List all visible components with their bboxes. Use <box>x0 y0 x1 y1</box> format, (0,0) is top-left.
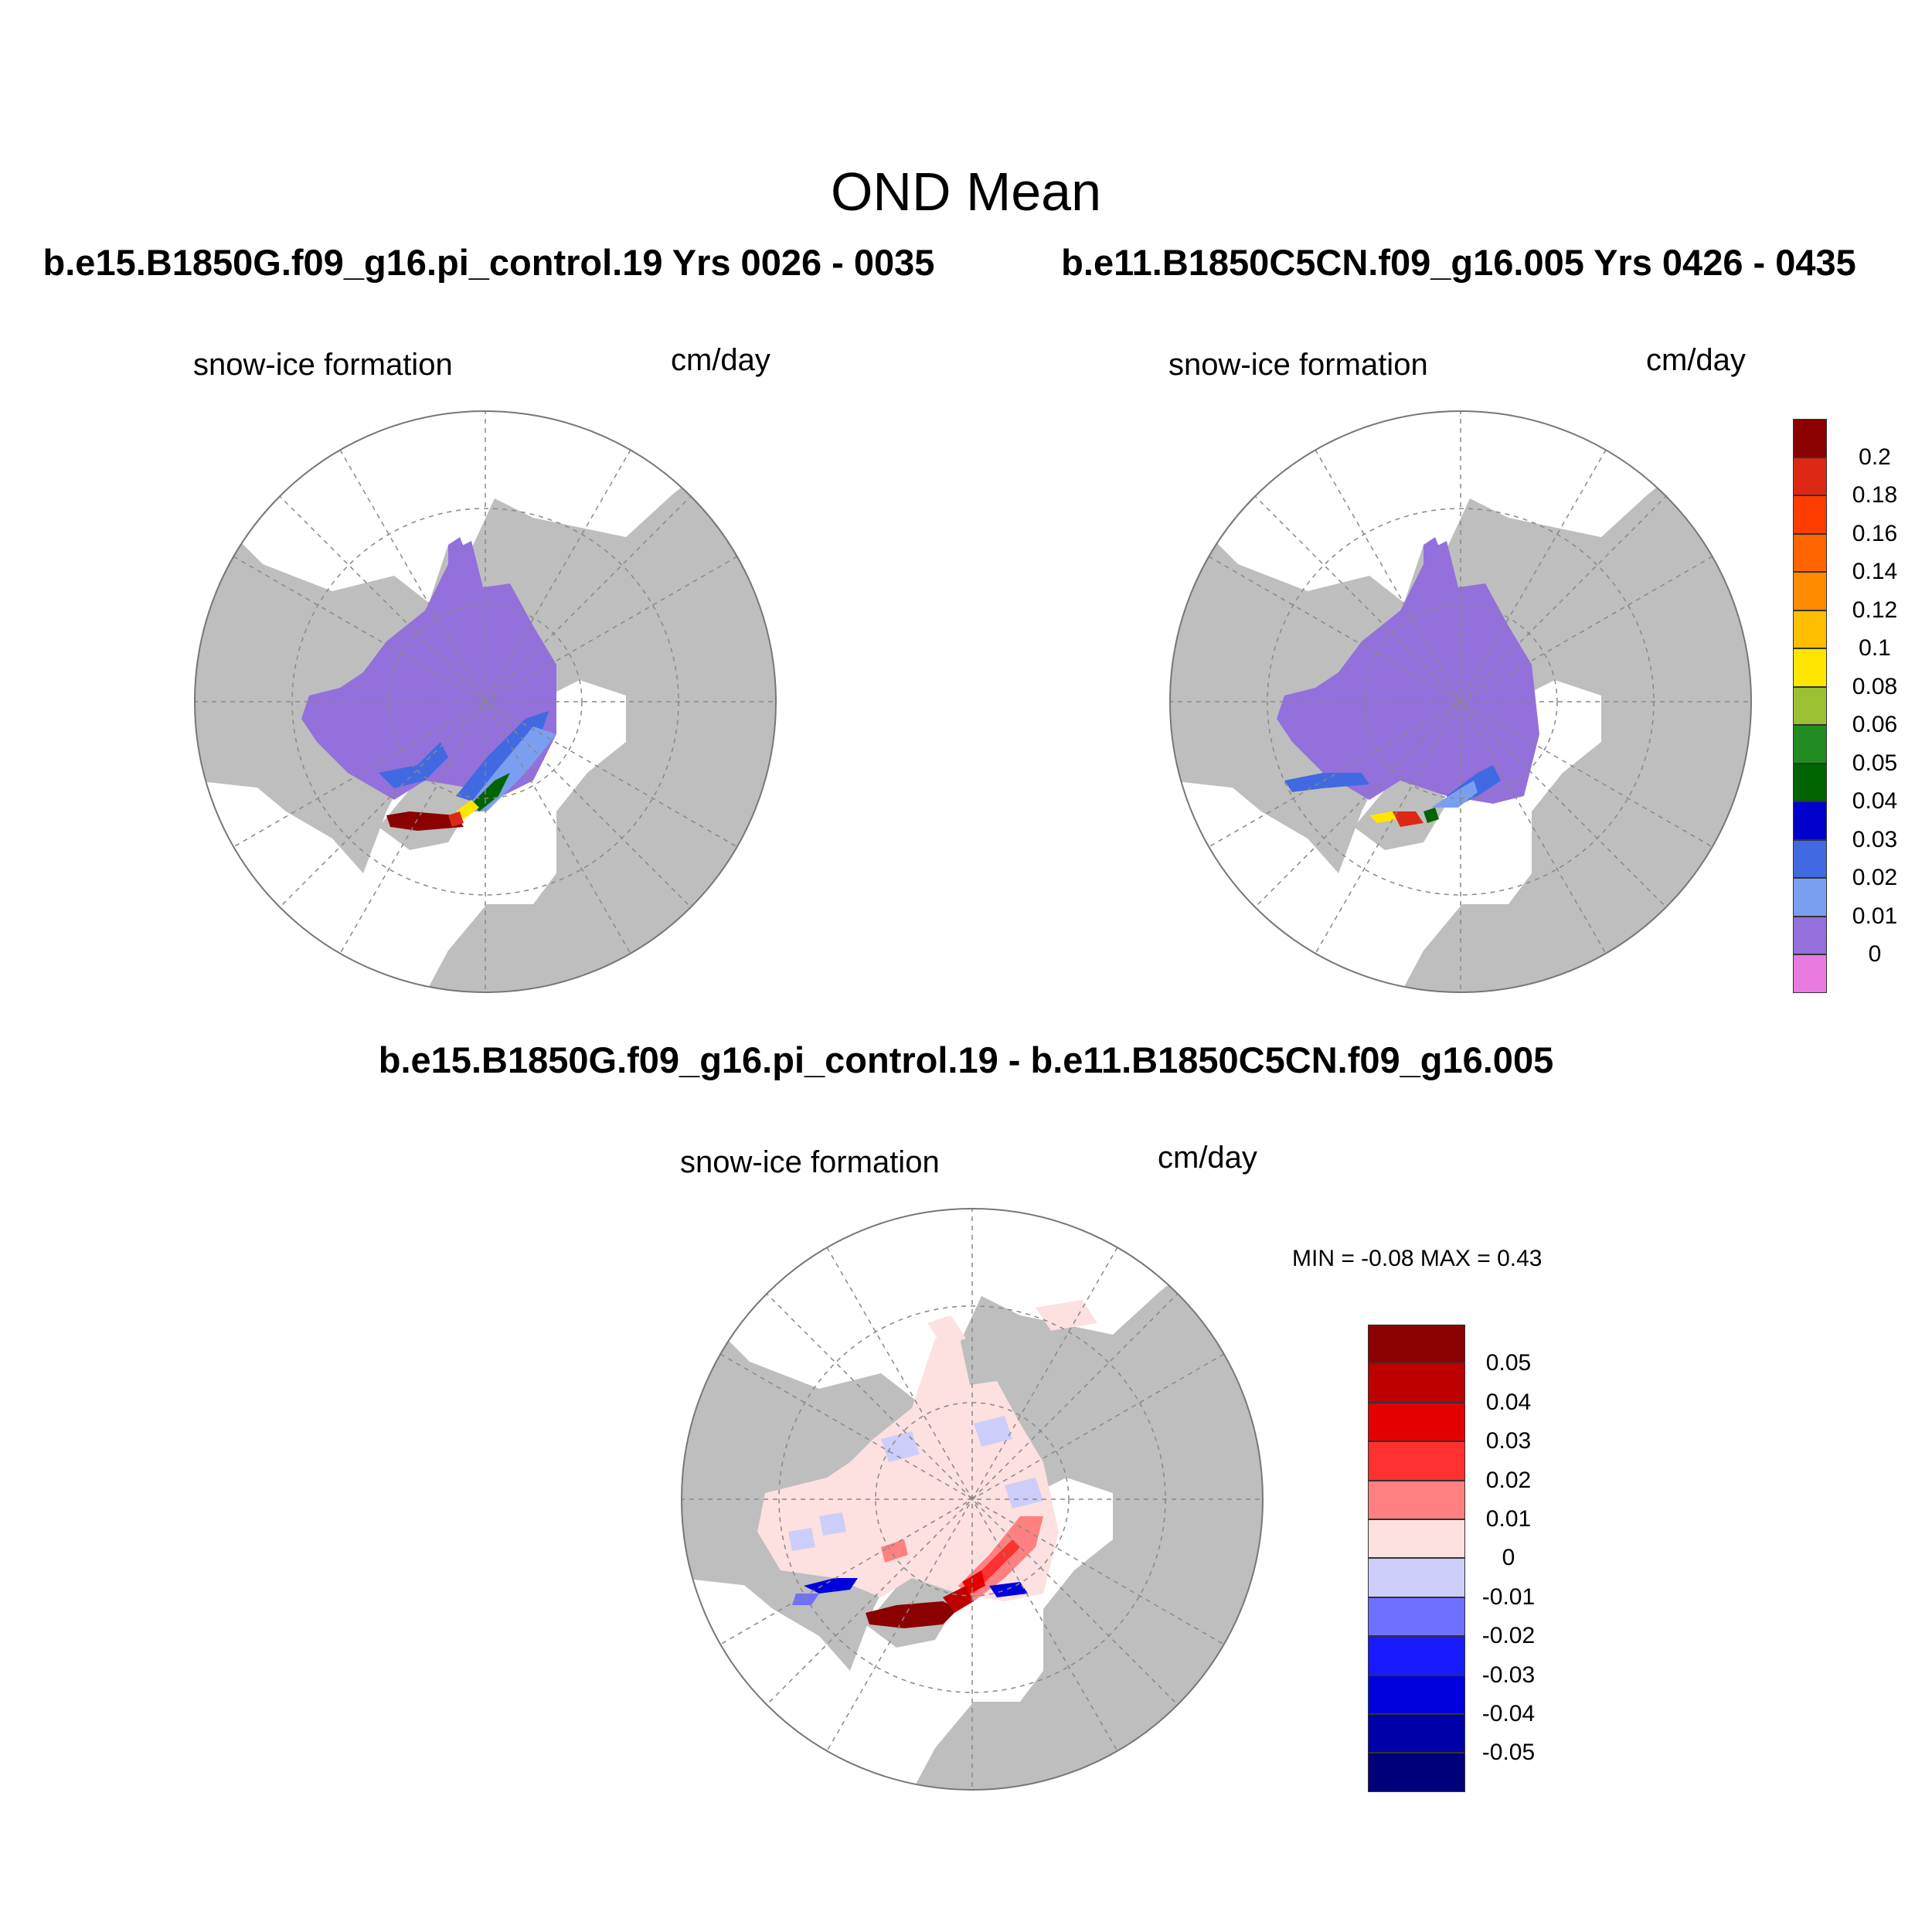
diff-colorbar-label: 0 <box>1502 1545 1515 1571</box>
abs-colorbar-label: 0.12 <box>1852 597 1898 623</box>
abs-colorbar-swatch <box>1793 954 1827 993</box>
diff-colorbar-label: -0.03 <box>1481 1662 1536 1688</box>
right-polar-map <box>1169 410 1752 993</box>
diff-colorbar-swatch <box>1368 1558 1465 1597</box>
abs-colorbar-label: 0.1 <box>1859 635 1891 661</box>
abs-colorbar-label: 0.2 <box>1859 444 1891 470</box>
diff-colorbar-swatch <box>1368 1519 1465 1559</box>
difference-panel-title: b.e15.B1850G.f09_g16.pi_control.19 - b.e… <box>378 1039 1554 1080</box>
abs-colorbar-swatch <box>1793 495 1827 534</box>
difference-polar-map <box>681 1208 1264 1791</box>
abs-colorbar-label: 0.06 <box>1852 712 1898 737</box>
abs-colorbar-label: 0.14 <box>1852 559 1898 584</box>
difference-colorbar: 0.05 0.04 0.03 0.02 0.01 0 -0.01 -0.02 -0.03 -0.0… <box>1368 1325 1553 1792</box>
diff-units-label: cm/day <box>1158 1141 1257 1175</box>
diff-variable-label: snow-ice formation <box>680 1145 940 1179</box>
diff-colorbar-swatch <box>1368 1325 1465 1364</box>
abs-colorbar-label: 0.18 <box>1852 482 1898 508</box>
right-variable-label: snow-ice formation <box>1168 348 1428 382</box>
diff-colorbar-label: -0.04 <box>1481 1701 1536 1726</box>
left-panel-title: b.e15.B1850G.f09_g16.pi_control.19 Yrs 0… <box>43 242 935 283</box>
right-panel-title: b.e11.B1850C5CN.f09_g16.005 Yrs 0426 - 0… <box>1061 242 1856 283</box>
diff-colorbar-swatch <box>1368 1597 1465 1637</box>
left-polar-map <box>194 410 777 993</box>
abs-colorbar-swatch <box>1793 419 1827 457</box>
diff-colorbar-label: 0.05 <box>1485 1350 1532 1376</box>
abs-colorbar-swatch <box>1793 457 1827 495</box>
diff-colorbar-swatch <box>1368 1480 1465 1519</box>
abs-colorbar-swatch <box>1793 763 1827 801</box>
abs-colorbar-swatch <box>1793 572 1827 611</box>
abs-colorbar-swatch <box>1793 878 1827 917</box>
diff-colorbar-label: -0.02 <box>1481 1623 1536 1649</box>
abs-colorbar-label: 0.04 <box>1852 788 1898 814</box>
main-title: OND Mean <box>830 162 1102 222</box>
abs-colorbar-label: 0.05 <box>1852 750 1898 776</box>
diff-colorbar-label: 0.03 <box>1485 1428 1532 1454</box>
diff-colorbar-swatch <box>1368 1441 1465 1481</box>
abs-colorbar-swatch <box>1793 725 1827 764</box>
abs-colorbar-label: 0.01 <box>1852 903 1898 929</box>
diff-colorbar-label: 0.04 <box>1485 1389 1532 1415</box>
absolute-colorbar: 0.2 0.18 0.16 0.14 0.12 0.1 0.08 0.06 0.05 0.04 0.… <box>1793 419 1917 995</box>
abs-colorbar-swatch <box>1793 801 1827 840</box>
abs-colorbar-label: 0.16 <box>1852 520 1898 546</box>
abs-colorbar-swatch <box>1793 648 1827 687</box>
left-variable-label: snow-ice formation <box>193 348 453 382</box>
abs-colorbar-swatch <box>1793 686 1827 725</box>
abs-colorbar-label: 0.08 <box>1852 673 1898 699</box>
abs-colorbar-swatch <box>1793 916 1827 954</box>
diff-colorbar-label: -0.01 <box>1481 1583 1536 1610</box>
abs-colorbar-swatch <box>1793 610 1827 648</box>
left-units-label: cm/day <box>671 343 770 377</box>
diff-colorbar-swatch <box>1368 1363 1465 1403</box>
diff-colorbar-label: 0.01 <box>1485 1506 1532 1532</box>
abs-colorbar-swatch <box>1793 533 1827 572</box>
diff-colorbar-label: 0.02 <box>1485 1467 1532 1493</box>
diff-colorbar-swatch <box>1368 1675 1465 1714</box>
diff-colorbar-swatch <box>1368 1402 1465 1442</box>
diff-colorbar-swatch <box>1368 1714 1465 1753</box>
right-units-label: cm/day <box>1646 343 1746 377</box>
abs-colorbar-label: 0 <box>1868 941 1882 967</box>
abs-colorbar-swatch <box>1793 839 1827 878</box>
diff-colorbar-swatch <box>1368 1753 1465 1792</box>
min-max-label: MIN = -0.08 MAX = 0.43 <box>1292 1246 1543 1271</box>
abs-colorbar-label: 0.02 <box>1852 865 1898 890</box>
diff-colorbar-label: -0.05 <box>1481 1740 1536 1766</box>
abs-colorbar-label: 0.03 <box>1852 826 1898 852</box>
diff-colorbar-swatch <box>1368 1636 1465 1675</box>
